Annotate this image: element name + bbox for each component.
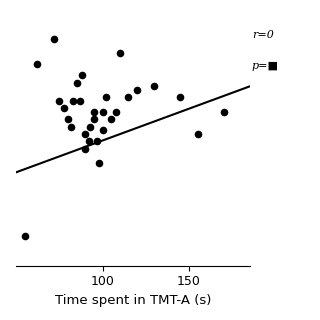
Point bbox=[88, 124, 93, 129]
Point bbox=[34, 62, 39, 67]
Point bbox=[86, 139, 91, 144]
Point bbox=[69, 124, 74, 129]
Point bbox=[79, 73, 84, 78]
Point bbox=[57, 99, 62, 104]
X-axis label: Time spent in TMT-A (s): Time spent in TMT-A (s) bbox=[55, 294, 211, 307]
Point bbox=[65, 117, 70, 122]
Point bbox=[114, 109, 119, 115]
Point bbox=[70, 99, 76, 104]
Point bbox=[95, 139, 100, 144]
Point bbox=[108, 117, 114, 122]
Text: r=0: r=0 bbox=[252, 30, 274, 40]
Point bbox=[135, 87, 140, 92]
Text: p=■: p=■ bbox=[252, 61, 279, 71]
Point bbox=[100, 128, 105, 133]
Point bbox=[195, 132, 200, 137]
Point bbox=[103, 95, 108, 100]
Point bbox=[178, 95, 183, 100]
Point bbox=[221, 109, 226, 115]
Point bbox=[91, 117, 96, 122]
Point bbox=[83, 146, 88, 151]
Point bbox=[97, 161, 102, 166]
Point bbox=[62, 106, 67, 111]
Point bbox=[22, 234, 27, 239]
Point bbox=[74, 80, 79, 85]
Point bbox=[91, 109, 96, 115]
Point bbox=[77, 99, 83, 104]
Point bbox=[83, 132, 88, 137]
Point bbox=[100, 109, 105, 115]
Point bbox=[117, 51, 122, 56]
Point bbox=[126, 95, 131, 100]
Point bbox=[52, 36, 57, 41]
Point bbox=[152, 84, 157, 89]
